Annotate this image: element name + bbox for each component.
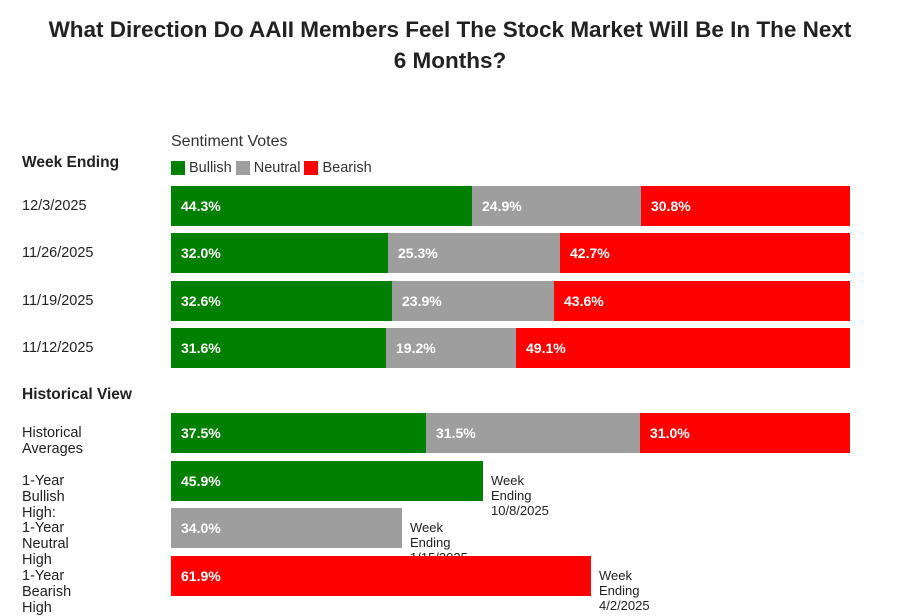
data-label: 30.8% — [651, 198, 691, 214]
data-label: 31.5% — [436, 425, 476, 441]
data-label: 31.6% — [181, 340, 221, 356]
bar-segment-bearish: 31.0% — [640, 413, 850, 453]
historical-row-label: 1-Year Neutral High — [22, 520, 69, 568]
bar-segment-bearish: 43.6% — [554, 281, 850, 321]
data-label: 32.0% — [181, 245, 221, 261]
legend-swatch-bullish — [171, 161, 185, 175]
bar-segment-bearish: 61.9% — [171, 556, 591, 596]
bar-segment-neutral: 23.9% — [392, 281, 554, 321]
week-row-label: 11/12/2025 — [22, 340, 94, 356]
data-label: 43.6% — [564, 293, 604, 309]
bar-segment-bullish: 37.5% — [171, 413, 426, 453]
data-label: 44.3% — [181, 198, 221, 214]
legend-swatch-bearish — [304, 161, 319, 175]
chart-subtitle: Sentiment Votes — [171, 133, 288, 150]
historical-row-label: Historical Averages — [22, 425, 83, 457]
data-label: 49.1% — [526, 340, 566, 356]
data-label: 24.9% — [482, 198, 522, 214]
chart-title: What Direction Do AAII Members Feel The … — [0, 14, 900, 76]
data-label: 34.0% — [181, 520, 221, 536]
bar-segment-bullish: 44.3% — [171, 186, 472, 226]
bar-segment-neutral: 34.0% — [171, 508, 402, 548]
bar-segment-bullish: 32.6% — [171, 281, 392, 321]
legend-swatch-neutral — [235, 161, 250, 175]
bar-segment-bearish: 42.7% — [560, 233, 850, 273]
historical-view-heading: Historical View — [22, 386, 132, 403]
bar-segment-bullish: 32.0% — [171, 233, 388, 273]
bar-segment-bullish: 31.6% — [171, 328, 386, 368]
high-annotation: Week Ending 10/8/2025 — [491, 473, 549, 518]
legend-label-neutral: Neutral — [253, 160, 301, 176]
bar-segment-neutral: 19.2% — [386, 328, 516, 368]
week-row-label: 11/19/2025 — [22, 293, 94, 309]
legend: Bullish Neutral Bearish — [171, 160, 376, 176]
week-row-label: 12/3/2025 — [22, 198, 87, 214]
data-label: 37.5% — [181, 425, 221, 441]
data-label: 61.9% — [181, 568, 221, 584]
bar-segment-neutral: 24.9% — [472, 186, 641, 226]
bar-segment-bullish: 45.9% — [171, 461, 483, 501]
data-label: 32.6% — [181, 293, 221, 309]
data-label: 31.0% — [650, 425, 690, 441]
chart-title-line2: 6 Months? — [393, 48, 507, 73]
high-annotation: Week Ending 4/2/2025 — [599, 568, 650, 613]
bar-segment-neutral: 25.3% — [388, 233, 560, 273]
legend-item-neutral: Neutral — [235, 160, 301, 176]
legend-label-bullish: Bullish — [189, 160, 232, 176]
historical-row-label: 1-Year Bearish High — [22, 568, 72, 616]
data-label: 45.9% — [181, 473, 221, 489]
chart-title-line1: What Direction Do AAII Members Feel The … — [48, 17, 852, 42]
data-label: 42.7% — [570, 245, 610, 261]
bar-segment-neutral: 31.5% — [426, 413, 640, 453]
bar-segment-bearish: 30.8% — [641, 186, 850, 226]
data-label: 25.3% — [398, 245, 438, 261]
data-label: 23.9% — [402, 293, 442, 309]
historical-row-label: 1-Year Bullish High: — [22, 473, 65, 521]
week-row-label: 11/26/2025 — [22, 245, 94, 261]
legend-label-bearish: Bearish — [322, 160, 372, 176]
legend-item-bullish: Bullish — [171, 160, 232, 176]
bar-segment-bearish: 49.1% — [516, 328, 850, 368]
legend-item-bearish: Bearish — [304, 160, 372, 176]
week-ending-heading: Week Ending — [22, 154, 120, 171]
data-label: 19.2% — [396, 340, 436, 356]
